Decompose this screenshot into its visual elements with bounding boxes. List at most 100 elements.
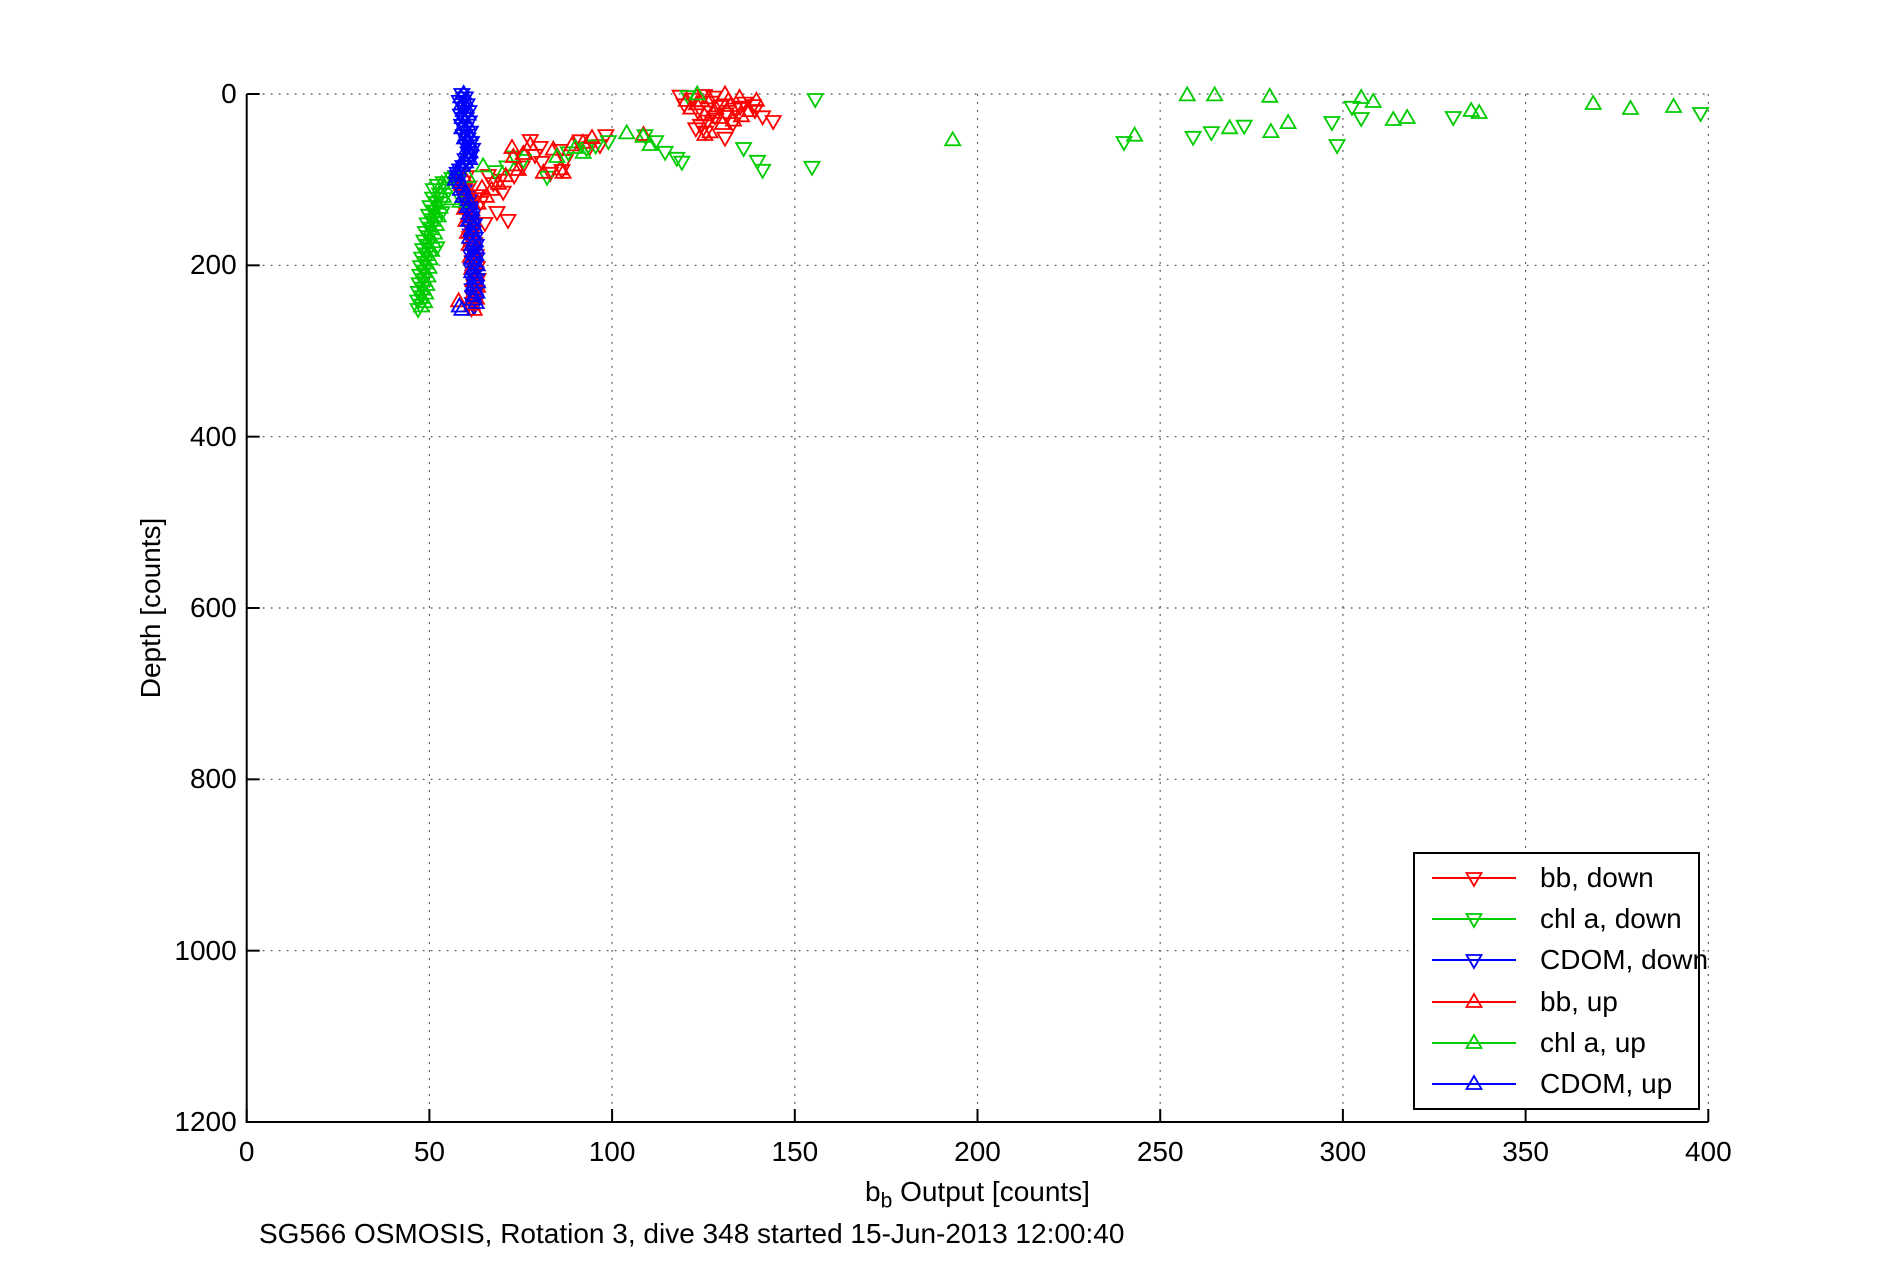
data-point-triangle-up [1261,122,1280,139]
legend-label: CDOM, up [1540,1068,1673,1100]
data-point-triangle-down [1322,116,1341,132]
legend-item: chl a, up [1415,1022,1698,1063]
data-point-triangle-up [1384,110,1403,126]
legend-item: CDOM, up [1415,1064,1698,1105]
data-point-triangle-up [688,84,707,101]
data-point-triangle-up [460,149,479,166]
data-point-triangle-up [472,178,492,195]
data-point-triangle-up [521,135,540,151]
data-point-triangle-up [1205,85,1224,102]
data-point-triangle-down [1114,136,1134,152]
plot-title: SG566 OSMOSIS, Rotation 3, dive 348 star… [259,1218,1125,1249]
data-point-triangle-up [416,283,435,300]
data-point-triangle-up [1220,118,1239,135]
legend-item: chl a, down [1415,898,1698,939]
data-point-triangle-down [671,89,690,106]
data-point-triangle-down [494,185,513,202]
data-point-triangle-up [730,88,749,104]
data-point-triangle-down [1352,112,1371,128]
data-point-triangle-down [498,213,518,230]
data-point-triangle-up [1664,97,1683,113]
legend: bb, down chl a, down CDOM, down bb, up chl a… [1413,852,1708,1110]
data-point-triangle-up [715,84,735,101]
y-tick-label: 600 [189,592,237,623]
data-point-triangle-up [566,138,585,154]
data-point-triangle-down [715,131,735,148]
data-point-triangle-up [417,275,436,291]
y-tick-label: 400 [189,420,237,452]
data-point-triangle-up [1352,88,1371,104]
data-point-triangle-up [509,160,528,176]
data-point-triangle-up [724,110,743,127]
data-point-triangle-up [1621,99,1640,115]
x-tick-label: 250 [1136,1136,1184,1167]
data-point-triangle-up [695,125,714,141]
data-point-triangle-down [764,115,783,131]
x-axis-label-subscript: b [880,1189,893,1213]
data-point-triangle-up [547,147,566,163]
data-point-triangle-down [1691,107,1710,123]
data-point-triangle-down [513,160,532,177]
data-point-triangle-down [734,142,753,158]
data-point-triangle-up [452,300,471,316]
data-point-triangle-up [1398,108,1417,124]
x-tick-label: 300 [1319,1136,1367,1167]
data-point-triangle-up [443,189,462,206]
legend-label: chl a, up [1540,1026,1646,1058]
x-tick-label: 150 [771,1136,819,1167]
legend-marker-triangle-up [1432,1074,1516,1091]
data-point-triangle-up [747,91,766,107]
legend-marker-triangle-down [1432,954,1516,971]
data-point-triangle-down [745,104,765,120]
legend-label: bb, down [1540,861,1654,893]
data-point-triangle-up [1125,125,1144,142]
data-point-triangle-up [1279,113,1298,129]
legend-marker-triangle-down [1432,913,1516,929]
data-point-triangle-down [1328,139,1347,155]
data-point-triangle-up [434,186,453,203]
legend-marker-triangle-down [1432,871,1516,888]
data-point-triangle-down [475,216,494,233]
data-point-triangle-up [1260,86,1279,103]
data-point-triangle-up [467,238,486,255]
data-point-triangle-up [582,128,602,145]
x-tick-label: 350 [1502,1136,1549,1167]
data-point-triangle-up [943,130,962,147]
data-point-triangle-down [1202,126,1221,142]
x-tick-label: 400 [1684,1136,1732,1167]
y-tick-label: 1200 [174,1106,237,1137]
legend-item: bb, down [1415,857,1698,898]
data-point-triangle-up [458,167,477,184]
data-point-triangle-up [496,166,515,183]
x-axis-label-base: b [865,1176,881,1207]
data-point-triangle-up [562,135,581,152]
data-point-triangle-up [1470,103,1489,119]
legend-label: chl a, down [1540,903,1682,935]
data-point-triangle-up [713,114,732,130]
data-point-triangle-up [1462,101,1481,117]
data-point-triangle-up [1364,92,1383,108]
data-point-triangle-down [599,135,618,151]
legend-item: CDOM, down [1415,940,1708,981]
data-point-triangle-up [634,126,653,143]
legend-marker-triangle-up [1432,991,1516,1008]
data-point-triangle-down [806,93,825,109]
data-point-triangle-down [1342,100,1362,117]
data-point-triangle-up [699,88,718,105]
data-point-triangle-up [617,123,636,140]
data-point-triangle-up [412,296,431,313]
x-tick-label: 50 [413,1136,445,1167]
data-point-triangle-down [532,155,551,172]
data-point-triangle-down [521,134,540,150]
data-point-triangle-down [748,154,767,171]
legend-label: CDOM, down [1540,944,1709,976]
data-point-triangle-down [1235,119,1254,136]
data-point-triangle-up [460,142,480,159]
data-point-triangle-up [703,102,722,119]
data-point-triangle-down [753,163,772,180]
data-point-triangle-down [802,160,822,177]
data-point-triangle-up [489,174,508,190]
data-point-triangle-up [456,152,475,169]
data-point-triangle-up [462,135,481,152]
